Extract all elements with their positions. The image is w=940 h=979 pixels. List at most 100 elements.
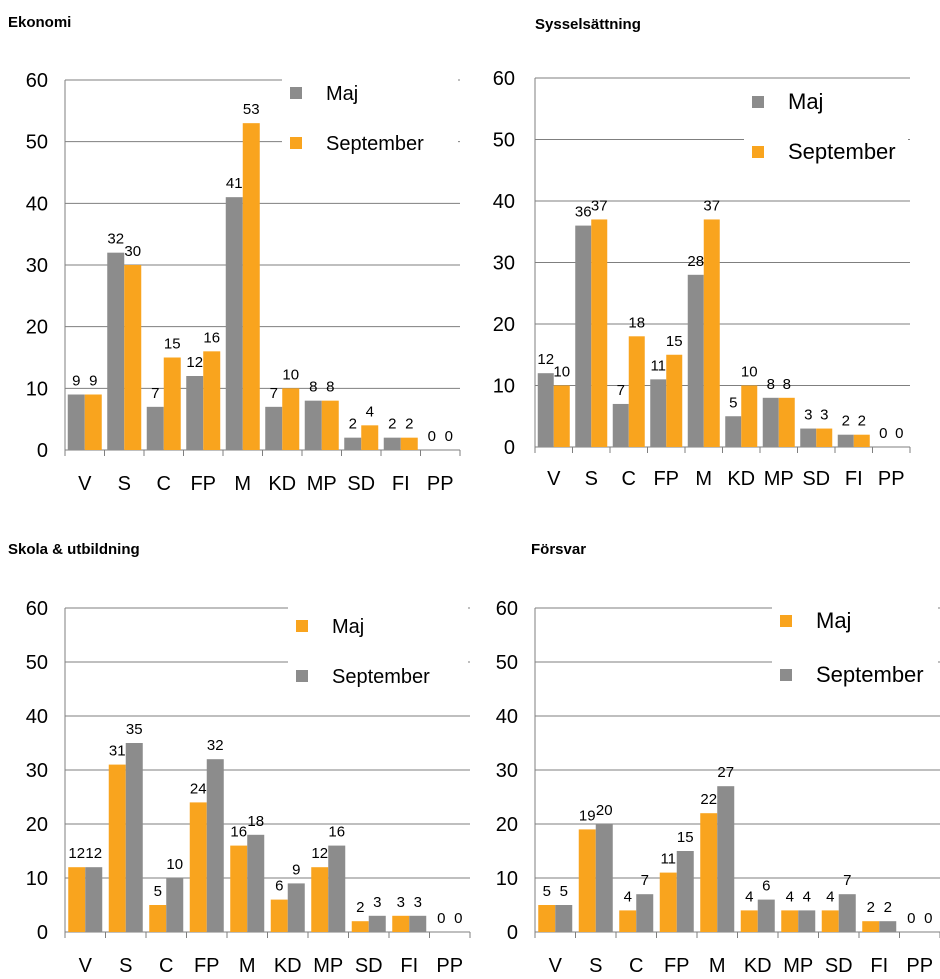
bar — [400, 437, 418, 450]
y-tick-label: 30 — [493, 253, 515, 275]
x-tick-label: C — [622, 468, 636, 490]
x-tick-label: FP — [194, 955, 220, 977]
data-label: 2 — [388, 416, 396, 433]
bar — [368, 915, 386, 932]
bar — [703, 219, 720, 447]
y-tick-label: 40 — [26, 706, 48, 728]
bar — [242, 123, 260, 451]
x-tick-label: C — [629, 955, 643, 977]
legend-swatch — [780, 669, 792, 681]
data-label: 4 — [786, 888, 794, 905]
x-tick-label: SD — [355, 955, 383, 977]
y-tick-label: 0 — [504, 437, 515, 459]
bar — [725, 416, 742, 447]
x-tick-label: KD — [268, 473, 296, 495]
x-tick-label: SD — [825, 955, 853, 977]
bar — [659, 872, 677, 932]
legend-label: September — [332, 666, 430, 688]
data-label: 15 — [164, 336, 181, 353]
x-tick-label: M — [239, 955, 256, 977]
data-label: 32 — [207, 737, 224, 754]
bar — [650, 379, 667, 447]
y-tick-label: 40 — [496, 706, 518, 728]
x-tick-label: MP — [783, 955, 813, 977]
x-tick-label: MP — [307, 473, 337, 495]
data-label: 7 — [843, 872, 851, 889]
y-tick-label: 20 — [493, 314, 515, 336]
bar — [879, 921, 897, 932]
bar — [344, 437, 362, 450]
bar — [125, 743, 143, 932]
data-label: 10 — [553, 364, 570, 381]
data-label: 3 — [397, 894, 405, 911]
bar — [741, 385, 758, 447]
bar — [800, 428, 817, 447]
data-label: 2 — [867, 899, 875, 916]
x-tick-label: M — [234, 473, 251, 495]
legend-swatch — [752, 146, 764, 158]
data-label: 8 — [767, 376, 775, 393]
data-label: 3 — [373, 894, 381, 911]
x-tick-label: FI — [400, 955, 418, 977]
data-label: 16 — [203, 329, 220, 346]
y-tick-label: 0 — [507, 922, 518, 944]
x-tick-label: V — [547, 468, 561, 490]
x-tick-label: FP — [664, 955, 690, 977]
data-label: 2 — [405, 416, 413, 433]
bar — [84, 394, 102, 450]
x-tick-label: M — [695, 468, 712, 490]
bar — [628, 336, 645, 447]
x-tick-label: FI — [845, 468, 863, 490]
data-label: 16 — [230, 824, 247, 841]
bar — [666, 354, 683, 447]
bar — [287, 883, 305, 932]
bar — [537, 373, 554, 447]
bar — [282, 388, 300, 450]
x-tick-label: C — [157, 473, 171, 495]
data-label: 19 — [579, 807, 596, 824]
data-label: 9 — [89, 373, 97, 390]
data-label: 53 — [243, 101, 260, 118]
data-label: 8 — [783, 376, 791, 393]
y-tick-label: 10 — [493, 376, 515, 398]
data-label: 0 — [454, 910, 462, 927]
y-tick-label: 50 — [26, 652, 48, 674]
chart-title: Sysselsättning — [535, 16, 641, 33]
legend-label: September — [326, 133, 424, 155]
data-label: 15 — [677, 829, 694, 846]
bar — [838, 894, 856, 932]
data-label: 2 — [842, 413, 850, 430]
data-label: 5 — [560, 883, 568, 900]
bar — [68, 867, 86, 932]
bar — [816, 428, 833, 447]
x-tick-label: KD — [727, 468, 755, 490]
legend-swatch — [290, 87, 302, 99]
x-tick-label: PP — [878, 468, 905, 490]
data-label: 36 — [575, 204, 592, 221]
data-label: 0 — [445, 428, 453, 445]
y-tick-label: 40 — [26, 193, 48, 215]
data-label: 4 — [745, 888, 753, 905]
x-tick-label: SD — [802, 468, 830, 490]
data-label: 0 — [924, 910, 932, 927]
data-label: 2 — [884, 899, 892, 916]
x-tick-label: S — [585, 468, 598, 490]
legend-label: Maj — [326, 83, 358, 105]
bar — [612, 403, 629, 447]
data-label: 5 — [543, 883, 551, 900]
x-tick-label: FP — [190, 473, 216, 495]
bar — [166, 878, 184, 932]
y-tick-label: 10 — [26, 868, 48, 890]
bar — [108, 764, 126, 932]
data-label: 6 — [275, 878, 283, 895]
data-label: 3 — [804, 407, 812, 424]
bar — [163, 357, 181, 450]
data-label: 9 — [72, 373, 80, 390]
x-tick-label: PP — [436, 955, 463, 977]
data-label: 2 — [858, 413, 866, 430]
bar — [383, 437, 401, 450]
legend-swatch — [296, 670, 308, 682]
bar — [538, 905, 556, 932]
bar — [700, 813, 718, 932]
x-tick-label: MP — [313, 955, 343, 977]
